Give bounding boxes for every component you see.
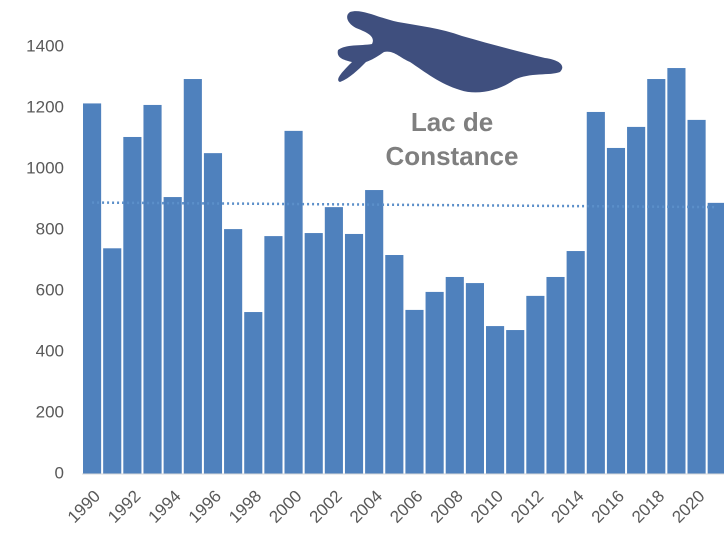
annotation: Lac de	[411, 107, 493, 137]
x-tick-label: 2020	[668, 487, 708, 527]
x-tick-label: 1998	[225, 487, 265, 527]
x-tick-label: 2006	[386, 487, 426, 527]
x-tick-label: 2012	[507, 487, 547, 527]
bar	[244, 312, 263, 474]
bar	[324, 207, 343, 474]
bar	[163, 197, 182, 474]
bar	[103, 248, 122, 474]
bar	[486, 326, 505, 474]
bar	[546, 276, 565, 474]
y-tick-label: 1400	[26, 36, 64, 55]
y-tick-label: 600	[36, 280, 64, 299]
bar	[385, 255, 404, 474]
bar	[83, 103, 102, 475]
annotation: Constance	[386, 141, 519, 171]
bar	[445, 276, 464, 474]
bar	[405, 309, 424, 474]
bar	[465, 283, 484, 474]
x-tick-label: 2016	[588, 487, 628, 527]
bar	[425, 291, 444, 474]
bar	[284, 130, 303, 474]
bar	[183, 79, 202, 475]
x-tick-label: 2002	[306, 487, 346, 527]
bar	[344, 233, 364, 474]
bar	[143, 104, 162, 474]
y-tick-label: 400	[36, 341, 64, 360]
bar	[365, 190, 384, 475]
bar	[304, 233, 323, 474]
lake-silhouette	[337, 11, 563, 93]
bar	[264, 236, 283, 474]
x-tick-label: 2000	[265, 487, 305, 527]
bar	[647, 79, 666, 475]
x-tick-label: 1994	[144, 487, 184, 527]
x-tick-label: 2004	[346, 487, 386, 527]
bar	[123, 136, 142, 474]
y-tick-label: 200	[36, 402, 64, 421]
bar	[707, 202, 724, 475]
y-tick-label: 1000	[26, 158, 64, 177]
trendline	[92, 201, 717, 209]
x-tick-label: 2014	[547, 487, 587, 527]
bar	[606, 147, 626, 474]
bar	[627, 126, 646, 474]
bar	[526, 295, 545, 474]
bar	[203, 153, 223, 474]
bar	[667, 68, 686, 475]
bar	[506, 330, 525, 474]
x-tick-label: 1990	[64, 487, 104, 527]
bar	[586, 111, 605, 474]
bar	[566, 251, 585, 474]
x-tick-label: 2018	[628, 487, 668, 527]
x-tick-label: 2010	[467, 487, 507, 527]
x-tick-label: 2008	[427, 487, 467, 527]
bar	[687, 119, 706, 475]
y-tick-label: 800	[36, 219, 64, 238]
y-tick-label: 0	[55, 463, 64, 482]
y-tick-label: 1200	[26, 97, 64, 116]
x-tick-label: 1992	[104, 487, 144, 527]
bar	[224, 229, 243, 474]
x-tick-label: 1996	[185, 487, 225, 527]
